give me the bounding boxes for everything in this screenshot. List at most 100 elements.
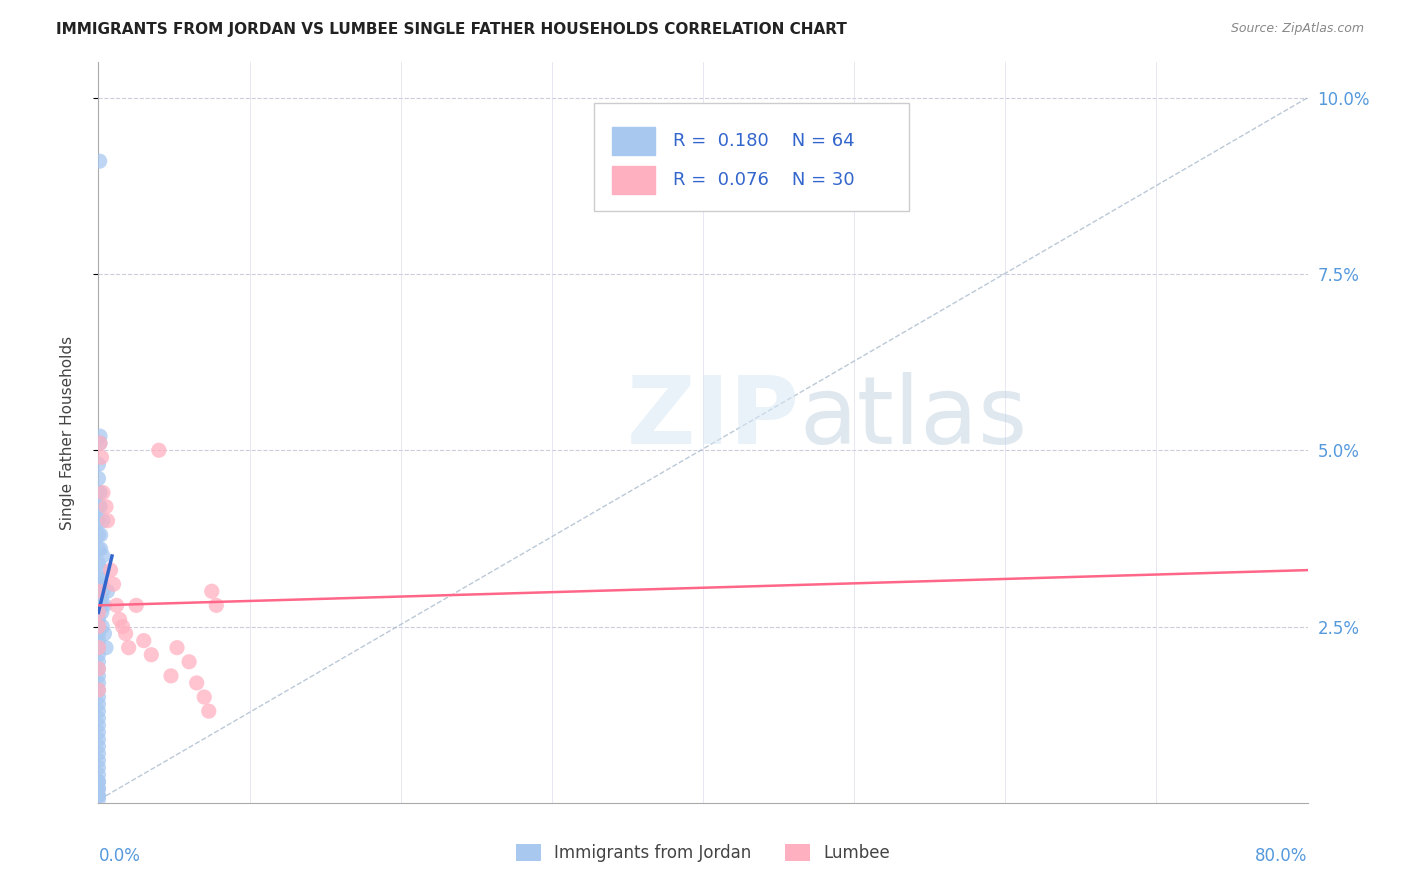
Point bbox=[87, 514, 110, 528]
Point bbox=[87, 541, 110, 556]
Point bbox=[87, 774, 110, 789]
Point bbox=[96, 584, 118, 599]
Point bbox=[87, 683, 110, 698]
Point bbox=[125, 599, 148, 613]
Point bbox=[87, 789, 110, 803]
Point bbox=[87, 767, 110, 781]
Point bbox=[87, 704, 110, 718]
Point bbox=[87, 789, 110, 803]
Point bbox=[87, 697, 110, 711]
Point bbox=[87, 774, 110, 789]
Point bbox=[87, 792, 110, 806]
Point bbox=[87, 669, 110, 683]
Point bbox=[87, 725, 110, 739]
Point bbox=[89, 500, 111, 514]
Point bbox=[87, 570, 110, 584]
Point bbox=[193, 690, 215, 704]
Point bbox=[87, 690, 110, 704]
Point bbox=[89, 436, 111, 450]
Point bbox=[90, 577, 112, 591]
Point bbox=[91, 549, 114, 563]
Point bbox=[91, 584, 114, 599]
Point bbox=[87, 711, 110, 725]
Point bbox=[87, 655, 110, 669]
Point bbox=[141, 648, 163, 662]
Point bbox=[166, 640, 188, 655]
Point bbox=[94, 500, 117, 514]
Point bbox=[114, 626, 136, 640]
Point bbox=[87, 781, 110, 796]
Point bbox=[103, 577, 125, 591]
Point bbox=[87, 500, 110, 514]
Point bbox=[87, 471, 110, 485]
Point bbox=[90, 450, 112, 465]
Point bbox=[87, 676, 110, 690]
Text: 0.0%: 0.0% bbox=[98, 847, 141, 865]
Point bbox=[105, 599, 128, 613]
Text: R =  0.076    N = 30: R = 0.076 N = 30 bbox=[672, 171, 855, 189]
Point bbox=[160, 669, 183, 683]
Text: R =  0.180    N = 64: R = 0.180 N = 64 bbox=[672, 132, 855, 150]
Point bbox=[87, 577, 110, 591]
Point bbox=[93, 626, 115, 640]
Point bbox=[87, 754, 110, 768]
Point bbox=[87, 619, 110, 633]
Point bbox=[87, 599, 110, 613]
Point bbox=[89, 154, 111, 169]
Point bbox=[87, 619, 110, 633]
Point bbox=[91, 514, 114, 528]
Point bbox=[87, 640, 110, 655]
Point bbox=[90, 563, 112, 577]
Point bbox=[87, 626, 110, 640]
Point bbox=[87, 662, 110, 676]
Point bbox=[87, 458, 110, 472]
Point bbox=[100, 563, 122, 577]
Point bbox=[90, 599, 112, 613]
Point bbox=[89, 436, 111, 450]
Point bbox=[87, 640, 110, 655]
Point bbox=[87, 591, 110, 606]
Point bbox=[87, 760, 110, 774]
Point bbox=[87, 584, 110, 599]
Point bbox=[87, 732, 110, 747]
Point bbox=[87, 606, 110, 620]
Point bbox=[87, 718, 110, 732]
Point bbox=[90, 591, 112, 606]
Point bbox=[179, 655, 201, 669]
Text: ZIP: ZIP bbox=[627, 372, 800, 464]
Text: 80.0%: 80.0% bbox=[1256, 847, 1308, 865]
Point bbox=[87, 747, 110, 761]
Point bbox=[118, 640, 141, 655]
Y-axis label: Single Father Households: Single Father Households bbox=[60, 335, 75, 530]
Text: IMMIGRANTS FROM JORDAN VS LUMBEE SINGLE FATHER HOUSEHOLDS CORRELATION CHART: IMMIGRANTS FROM JORDAN VS LUMBEE SINGLE … bbox=[56, 22, 846, 37]
Point bbox=[186, 676, 208, 690]
Point bbox=[89, 485, 111, 500]
Point bbox=[93, 599, 115, 613]
Point bbox=[87, 648, 110, 662]
Point bbox=[90, 541, 112, 556]
Bar bbox=[613, 127, 655, 155]
Point bbox=[87, 612, 110, 626]
Point bbox=[111, 619, 134, 633]
Point bbox=[87, 683, 110, 698]
Point bbox=[87, 781, 110, 796]
Text: Source: ZipAtlas.com: Source: ZipAtlas.com bbox=[1230, 22, 1364, 36]
Point bbox=[87, 606, 110, 620]
Point bbox=[205, 599, 228, 613]
Point bbox=[132, 633, 155, 648]
FancyBboxPatch shape bbox=[595, 103, 908, 211]
Point bbox=[87, 485, 110, 500]
Point bbox=[89, 429, 111, 443]
Point bbox=[87, 662, 110, 676]
Text: atlas: atlas bbox=[800, 372, 1028, 464]
Point bbox=[108, 612, 131, 626]
Point bbox=[201, 584, 224, 599]
Bar bbox=[613, 166, 655, 194]
Point bbox=[91, 619, 114, 633]
Point bbox=[90, 528, 112, 542]
Point bbox=[87, 528, 110, 542]
Legend: Immigrants from Jordan, Lumbee: Immigrants from Jordan, Lumbee bbox=[509, 837, 897, 869]
Point bbox=[87, 633, 110, 648]
Point bbox=[94, 640, 117, 655]
Point bbox=[96, 514, 118, 528]
